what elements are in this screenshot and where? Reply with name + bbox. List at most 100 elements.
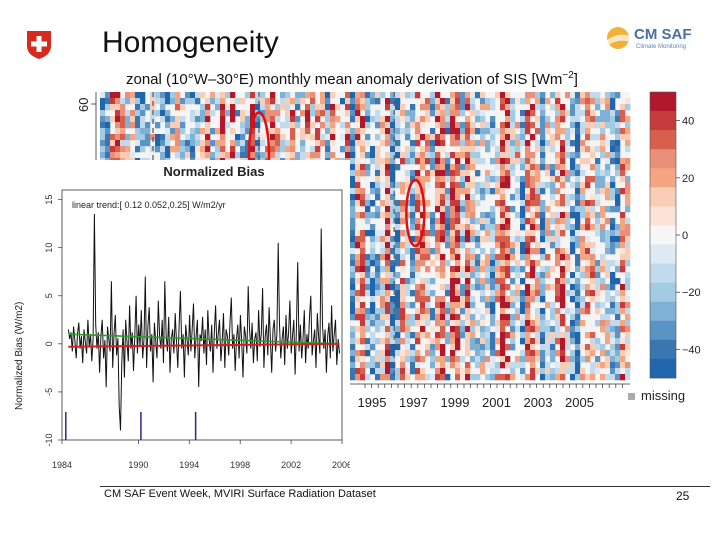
heatmap-cell	[610, 308, 616, 315]
heatmap-cell	[570, 92, 576, 99]
heatmap-cell	[420, 302, 426, 309]
heatmap-cell	[155, 110, 161, 117]
heatmap-cell	[450, 206, 456, 213]
heatmap-cell	[430, 374, 436, 381]
heatmap-cell	[580, 194, 586, 201]
heatmap-cell	[605, 260, 611, 267]
heatmap-cell	[240, 134, 246, 141]
heatmap-cell	[295, 116, 301, 123]
heatmap-cell	[470, 158, 476, 165]
heatmap-cell	[625, 230, 631, 237]
heatmap-cell	[510, 158, 516, 165]
heatmap-cell	[220, 98, 226, 105]
heatmap-cell	[530, 374, 536, 381]
heatmap-cell	[565, 308, 571, 315]
heatmap-cell	[580, 206, 586, 213]
heatmap-cell	[375, 254, 381, 261]
heatmap-cell	[435, 302, 441, 309]
heatmap-cell	[415, 176, 421, 183]
heatmap-cell	[560, 182, 566, 189]
heatmap-cell	[605, 272, 611, 279]
heatmap-cell	[520, 242, 526, 249]
heatmap-cell	[525, 116, 531, 123]
heatmap-cell	[500, 332, 506, 339]
heatmap-cell	[225, 122, 231, 129]
heatmap-cell	[530, 194, 536, 201]
heatmap-cell	[430, 104, 436, 111]
heatmap-cell	[395, 116, 401, 123]
heatmap-cell	[250, 104, 256, 111]
heatmap-cell	[480, 296, 486, 303]
heatmap-cell	[410, 92, 416, 99]
heatmap-cell	[545, 254, 551, 261]
heatmap-cell	[485, 326, 491, 333]
heatmap-cell	[360, 116, 366, 123]
heatmap-cell	[455, 248, 461, 255]
heatmap-cell	[550, 122, 556, 129]
heatmap-cell	[360, 266, 366, 273]
heatmap-cell	[425, 350, 431, 357]
heatmap-cell	[370, 278, 376, 285]
heatmap-cell	[595, 284, 601, 291]
heatmap-cell	[470, 272, 476, 279]
heatmap-cell	[235, 110, 241, 117]
heatmap-cell	[620, 254, 626, 261]
heatmap-cell	[530, 338, 536, 345]
heatmap-cell	[435, 314, 441, 321]
heatmap-cell	[370, 332, 376, 339]
heatmap-cell	[615, 344, 621, 351]
heatmap-cell	[380, 314, 386, 321]
heatmap-cell	[140, 128, 146, 135]
heatmap-cell	[390, 272, 396, 279]
heatmap-cell	[510, 146, 516, 153]
heatmap-cell	[130, 110, 136, 117]
heatmap-cell	[180, 122, 186, 129]
heatmap-cell	[615, 308, 621, 315]
heatmap-cell	[395, 218, 401, 225]
heatmap-cell	[415, 92, 421, 99]
heatmap-cell	[625, 344, 631, 351]
heatmap-cell	[115, 110, 121, 117]
heatmap-cell	[400, 218, 406, 225]
heatmap-cell	[565, 134, 571, 141]
heatmap-cell	[240, 140, 246, 147]
heatmap-cell	[185, 152, 191, 159]
heatmap-cell	[575, 272, 581, 279]
heatmap-cell	[620, 350, 626, 357]
heatmap-cell	[115, 140, 121, 147]
heatmap-cell	[510, 344, 516, 351]
heatmap-cell	[555, 164, 561, 171]
heatmap-cell	[600, 278, 606, 285]
heatmap-cell	[550, 194, 556, 201]
heatmap-cell	[610, 374, 616, 381]
heatmap-cell	[245, 110, 251, 117]
heatmap-cell	[475, 158, 481, 165]
heatmap-cell	[500, 140, 506, 147]
heatmap-cell	[360, 164, 366, 171]
heatmap-cell	[105, 98, 111, 105]
heatmap-cell	[385, 326, 391, 333]
heatmap-cell	[360, 230, 366, 237]
heatmap-cell	[500, 212, 506, 219]
heatmap-cell	[555, 308, 561, 315]
heatmap-cell	[420, 206, 426, 213]
heatmap-cell	[500, 320, 506, 327]
heatmap-cell	[205, 146, 211, 153]
heatmap-cell	[410, 278, 416, 285]
heatmap-cell	[420, 236, 426, 243]
heatmap-cell	[260, 92, 266, 99]
heatmap-cell	[600, 176, 606, 183]
trend-annotation: linear trend:[ 0.12 0.052,0.25] W/m2/yr	[72, 200, 226, 210]
heatmap-cell	[605, 104, 611, 111]
heatmap-cell	[300, 128, 306, 135]
heatmap-cell	[380, 368, 386, 375]
heatmap-cell	[535, 314, 541, 321]
heatmap-cell	[605, 110, 611, 117]
heatmap-cell	[435, 272, 441, 279]
heatmap-cell	[410, 362, 416, 369]
heatmap-cell	[380, 266, 386, 273]
heatmap-cell	[280, 146, 286, 153]
heatmap-cell	[535, 104, 541, 111]
heatmap-cell	[380, 164, 386, 171]
heatmap-cell	[530, 104, 536, 111]
